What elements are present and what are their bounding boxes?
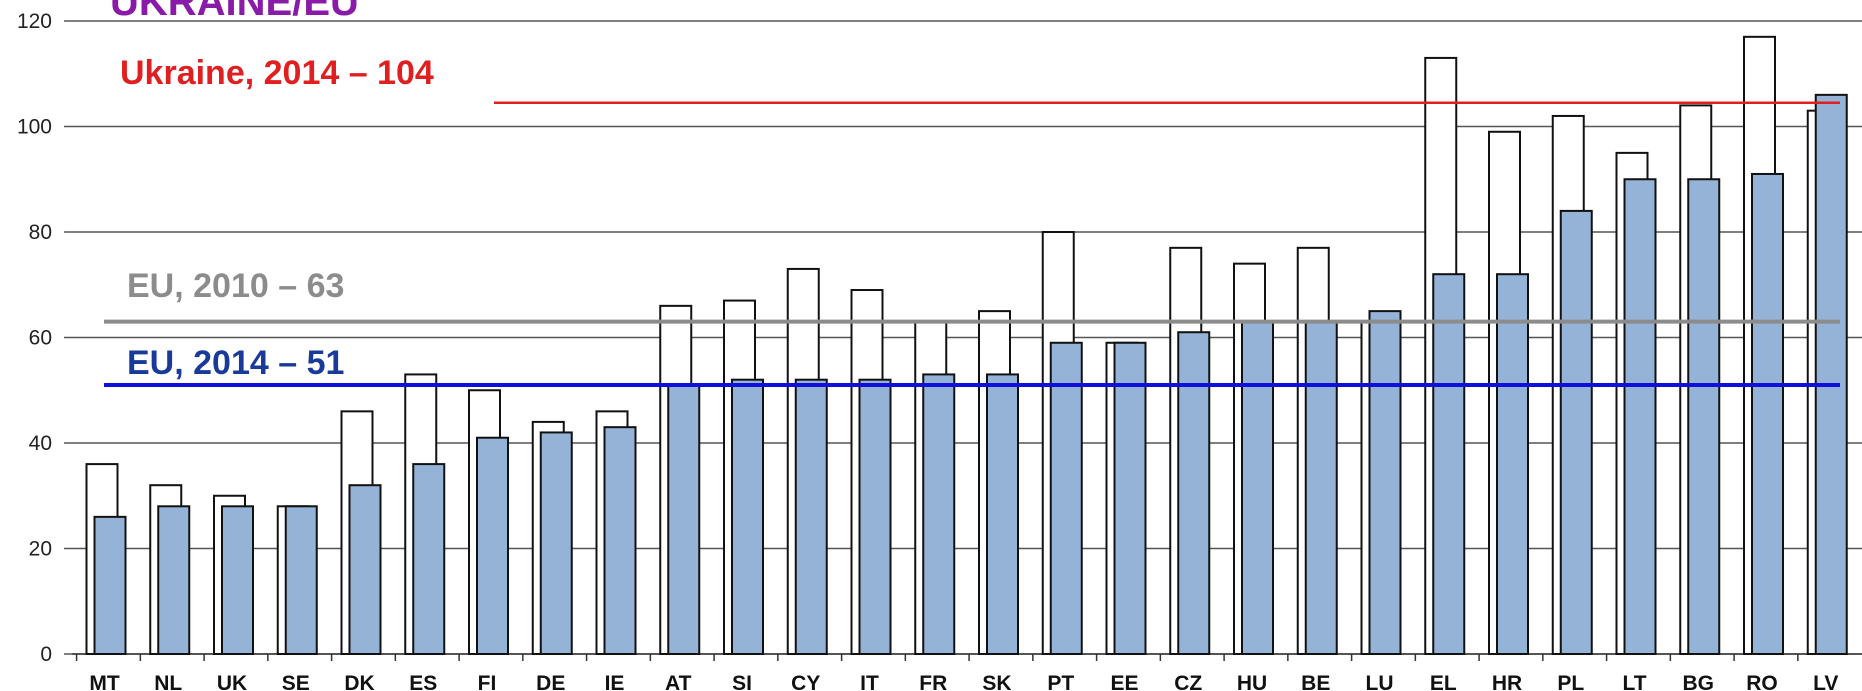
bars <box>85 35 1848 656</box>
y-tick-label: 20 <box>29 538 52 561</box>
x-tick-label-NL: NL <box>154 672 182 691</box>
bar-blue-PL <box>1559 209 1593 655</box>
x-tick-label-HU: HU <box>1237 672 1267 691</box>
y-tick-label: 120 <box>17 10 52 33</box>
bar-blue-LU <box>1368 310 1402 655</box>
y-tick-label: 100 <box>17 116 52 139</box>
y-tick-label: 40 <box>29 432 52 455</box>
bar-blue-NL <box>157 505 191 655</box>
x-tick-label-EE: EE <box>1110 672 1138 691</box>
bar-blue-SE <box>284 505 318 655</box>
bar-blue-SI <box>731 378 764 655</box>
x-axis-ticks: MT NL UK SE DK ES FI DE IE AT SI CY IT FR SK PT EE CZ HU BE… <box>75 654 1838 691</box>
bar-blue-AT <box>667 383 701 655</box>
x-tick-label-DE: DE <box>536 672 565 691</box>
bar-blue-UK <box>221 505 254 655</box>
x-tick-label-SI: SI <box>732 672 752 691</box>
bar-blue-EE <box>1113 341 1147 655</box>
x-tick-label-HR: HR <box>1492 672 1522 691</box>
bar-blue-SK <box>986 373 1019 655</box>
bar-blue-DE <box>539 431 573 656</box>
y-tick-label: 0 <box>40 643 52 666</box>
x-tick-label-DK: DK <box>344 672 374 691</box>
bar-blue-LT <box>1623 178 1657 655</box>
eu-2014-label: EU, 2014 – 51 <box>127 344 344 382</box>
bar-blue-FR <box>922 373 956 655</box>
chart-title: UKRAINE/EU <box>110 0 359 24</box>
x-tick-label-MT: MT <box>89 672 119 691</box>
x-tick-label-BG: BG <box>1683 672 1715 691</box>
bar-blue-BG <box>1687 178 1721 655</box>
y-axis-ticks: 0 20 40 60 80 100 120 <box>17 10 72 666</box>
eu-2010-label: EU, 2010 – 63 <box>127 267 344 305</box>
bar-blue-EL <box>1432 273 1466 655</box>
x-tick-label-CY: CY <box>791 672 820 691</box>
x-tick-label-FI: FI <box>478 672 497 691</box>
x-tick-label-RO: RO <box>1746 672 1778 691</box>
x-tick-label-FR: FR <box>919 672 947 691</box>
x-tick-label-LU: LU <box>1366 672 1394 691</box>
bar-blue-CY <box>794 378 828 655</box>
x-tick-label-IE: IE <box>605 672 625 691</box>
y-tick-label: 60 <box>29 327 52 350</box>
x-tick-label-ES: ES <box>409 672 437 691</box>
ukraine-2014-label: Ukraine, 2014 – 104 <box>120 54 434 92</box>
x-tick-label-SE: SE <box>282 672 310 691</box>
bar-blue-HU <box>1241 320 1274 655</box>
x-tick-label-SK: SK <box>982 672 1011 691</box>
y-tick-label: 80 <box>29 221 52 244</box>
x-tick-label-CZ: CZ <box>1174 672 1202 691</box>
bar-blue-BE <box>1304 320 1338 655</box>
bar-blue-DK <box>348 484 382 656</box>
x-tick-label-EL: EL <box>1430 672 1457 691</box>
x-tick-label-IT: IT <box>860 672 879 691</box>
x-tick-label-LV: LV <box>1813 672 1838 691</box>
x-tick-label-PT: PT <box>1047 672 1074 691</box>
x-tick-label-AT: AT <box>665 672 692 691</box>
bar-blue-HR <box>1496 273 1529 655</box>
x-tick-label-BE: BE <box>1301 672 1330 691</box>
bar-blue-FI <box>476 436 509 655</box>
x-tick-label-UK: UK <box>217 672 247 691</box>
bar-blue-RO <box>1751 172 1784 655</box>
bar-blue-ES <box>412 463 446 655</box>
bar-blue-MT <box>93 515 127 655</box>
ukraine-label-backdrop <box>92 48 494 104</box>
bar-blue-LV <box>1814 93 1848 656</box>
x-tick-label-PL: PL <box>1557 672 1584 691</box>
x-tick-label-LT: LT <box>1622 672 1646 691</box>
bar-blue-IE <box>603 426 637 655</box>
bar-blue-IT <box>858 378 892 655</box>
bar-blue-CZ <box>1177 331 1211 655</box>
bar-blue-PT <box>1049 341 1083 655</box>
